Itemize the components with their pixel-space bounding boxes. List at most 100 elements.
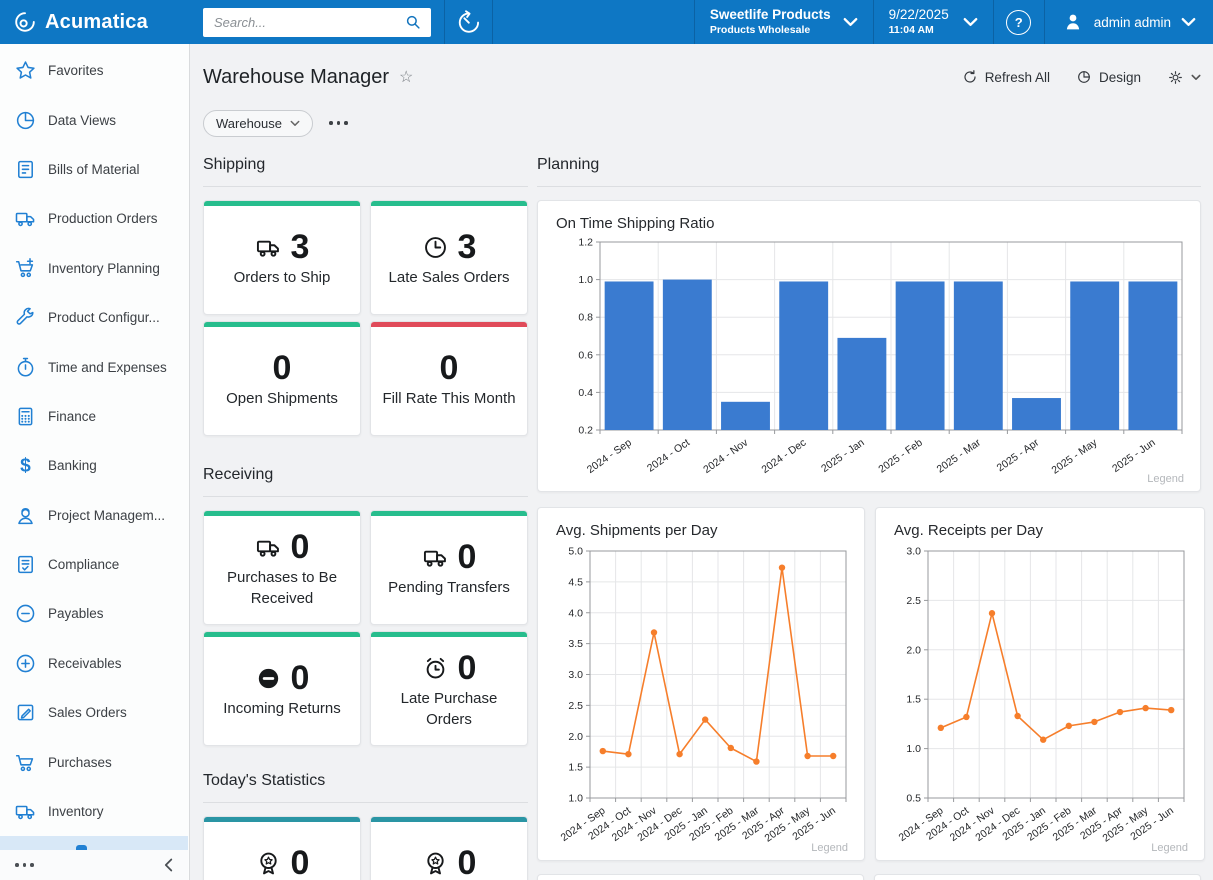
sidebar-item-receivables[interactable]: Receivables: [0, 639, 189, 688]
sidebar-item-label: Inventory: [48, 804, 104, 819]
sidebar-item-label: Receivables: [48, 656, 122, 671]
sidebar-item-label: Purchases: [48, 755, 112, 770]
kpi-card-late-purchase-orders[interactable]: 0Late Purchase Orders: [370, 631, 528, 746]
sidebar-item-payables[interactable]: Payables: [0, 589, 189, 638]
sidebar-item-favorites[interactable]: Favorites: [0, 46, 189, 95]
settings-gear-button[interactable]: [1167, 69, 1201, 86]
delivery-truck-icon: [13, 207, 37, 231]
svg-text:0.6: 0.6: [578, 349, 593, 361]
kpi-label: Open Shipments: [220, 389, 344, 409]
sidebar-item-label: Finance: [48, 409, 96, 424]
kpi-accent-bar: [371, 511, 527, 516]
kpi-card-processed[interactable]: 0Processed: [370, 816, 528, 880]
user-menu[interactable]: admin admin: [1045, 0, 1213, 44]
sidebar-item-compliance[interactable]: Compliance: [0, 540, 189, 589]
chart-card-partial: [874, 874, 1201, 880]
kpi-card-purchases-to-be-received[interactable]: 0Purchases to Be Received: [203, 510, 361, 625]
kpi-card-orders-to-ship[interactable]: 3Orders to Ship: [203, 200, 361, 315]
sidebar-item-inventory-planning[interactable]: Inventory Planning: [0, 244, 189, 293]
company-selector[interactable]: Sweetlife Products Products Wholesale: [695, 0, 873, 44]
kpi-accent-bar: [204, 201, 360, 206]
sidebar-item-data-views[interactable]: Data Views: [0, 95, 189, 144]
sidebar-item-partial[interactable]: [0, 836, 188, 850]
acumatica-logo[interactable]: Acumatica: [0, 0, 190, 44]
more-items-icon[interactable]: [15, 863, 34, 867]
kpi-label: Late Purchase Orders: [371, 689, 527, 730]
sidebar-item-label: Production Orders: [48, 211, 158, 226]
svg-text:2025 - Jun: 2025 - Jun: [1110, 437, 1158, 475]
sidebar-item-purchases[interactable]: Purchases: [0, 737, 189, 786]
time-tracking-button[interactable]: [445, 0, 492, 44]
design-button[interactable]: Design: [1076, 69, 1141, 85]
svg-text:0.2: 0.2: [578, 425, 593, 437]
svg-text:1.0: 1.0: [578, 274, 593, 286]
svg-text:2024 - Nov: 2024 - Nov: [701, 436, 751, 476]
kpi-accent-bar: [371, 817, 527, 822]
section-title-stats: Today's Statistics: [203, 764, 528, 803]
brand-name: Acumatica: [45, 11, 148, 34]
kpi-card-incoming-returns[interactable]: 0Incoming Returns: [203, 631, 361, 746]
refresh-all-button[interactable]: Refresh All: [962, 69, 1050, 85]
svg-text:2024 - Oct: 2024 - Oct: [645, 437, 692, 475]
svg-text:0.5: 0.5: [906, 793, 921, 805]
delivery-truck-icon: [255, 234, 282, 261]
svg-text:0.8: 0.8: [578, 312, 593, 324]
svg-text:1.5: 1.5: [568, 762, 583, 774]
business-date: 9/22/2025: [889, 7, 949, 24]
kpi-card-open-shipments[interactable]: 0Open Shipments: [203, 321, 361, 436]
legend-link[interactable]: Legend: [1147, 473, 1184, 485]
help-button[interactable]: ?: [994, 0, 1044, 44]
company-name: Sweetlife Products: [710, 7, 831, 24]
sidebar-item-finance[interactable]: Finance: [0, 392, 189, 441]
search-input[interactable]: [212, 14, 404, 31]
svg-text:2025 - Mar: 2025 - Mar: [935, 436, 984, 475]
star-icon: [13, 59, 37, 83]
legend-link[interactable]: Legend: [1151, 842, 1188, 854]
sidebar-item-inventory[interactable]: Inventory: [0, 787, 189, 836]
favorite-star-icon[interactable]: ☆: [399, 67, 413, 87]
top-bar: Acumatica Sweetlife Products Products Wh…: [0, 0, 1213, 44]
kpi-value: 0: [458, 540, 477, 574]
kpi-card-processed[interactable]: 0Processed: [203, 816, 361, 880]
sidebar-item-bills-of-material[interactable]: Bills of Material: [0, 145, 189, 194]
sidebar-item-label: Bills of Material: [48, 162, 140, 177]
sidebar-item-time-and-expenses[interactable]: Time and Expenses: [0, 342, 189, 391]
kpi-value: 0: [291, 661, 310, 695]
business-date-selector[interactable]: 9/22/2025 11:04 AM: [874, 0, 993, 44]
kpi-label: Orders to Ship: [228, 268, 337, 288]
delivery-truck-icon: [13, 800, 37, 824]
cart-icon: [13, 750, 37, 774]
svg-text:2024 - Sep: 2024 - Sep: [585, 437, 634, 476]
sidebar-item-sales-orders[interactable]: Sales Orders: [0, 688, 189, 737]
section-title-shipping: Shipping: [203, 148, 528, 187]
sidebar-item-production-orders[interactable]: Production Orders: [0, 194, 189, 243]
svg-text:4.5: 4.5: [568, 576, 583, 588]
svg-text:1.0: 1.0: [568, 793, 583, 805]
warehouse-filter-button[interactable]: Warehouse: [203, 110, 313, 137]
refresh-icon: [962, 69, 978, 85]
svg-text:1.0: 1.0: [906, 743, 921, 755]
legend-link[interactable]: Legend: [811, 842, 848, 854]
kpi-card-late-sales-orders[interactable]: 3Late Sales Orders: [370, 200, 528, 315]
sidebar-item-label: Payables: [48, 606, 104, 621]
kpi-value: 0: [291, 846, 310, 880]
sidebar-item-product-configur[interactable]: Product Configur...: [0, 293, 189, 342]
svg-text:3.0: 3.0: [906, 546, 921, 558]
global-search[interactable]: [203, 8, 431, 37]
collapse-sidebar-icon[interactable]: [164, 858, 173, 872]
sidebar-menu: FavoritesData Views Bills of Material Prod…: [0, 46, 189, 836]
kpi-label: Pending Transfers: [382, 578, 516, 598]
sidebar-item-banking[interactable]: $Banking: [0, 441, 189, 490]
search-icon[interactable]: [404, 13, 422, 31]
chevron-down-icon: [843, 17, 858, 27]
chart-title: On Time Shipping Ratio: [556, 215, 1184, 232]
more-options-button[interactable]: [329, 121, 348, 125]
badge-icon: [422, 850, 449, 877]
chart-card-avg-receipts-per-day: Avg. Receipts per Day 0.51.01.52.02.53.0…: [875, 507, 1205, 861]
kpi-card-pending-transfers[interactable]: 0 Pending Transfers: [370, 510, 528, 625]
kpi-label: Late Sales Orders: [383, 268, 516, 288]
chart-card-partial: [537, 874, 864, 880]
sidebar-item-project-managem[interactable]: Project Managem...: [0, 491, 189, 540]
calculator-icon: [13, 404, 37, 428]
kpi-card-fill-rate-this-month[interactable]: 0Fill Rate This Month: [370, 321, 528, 436]
